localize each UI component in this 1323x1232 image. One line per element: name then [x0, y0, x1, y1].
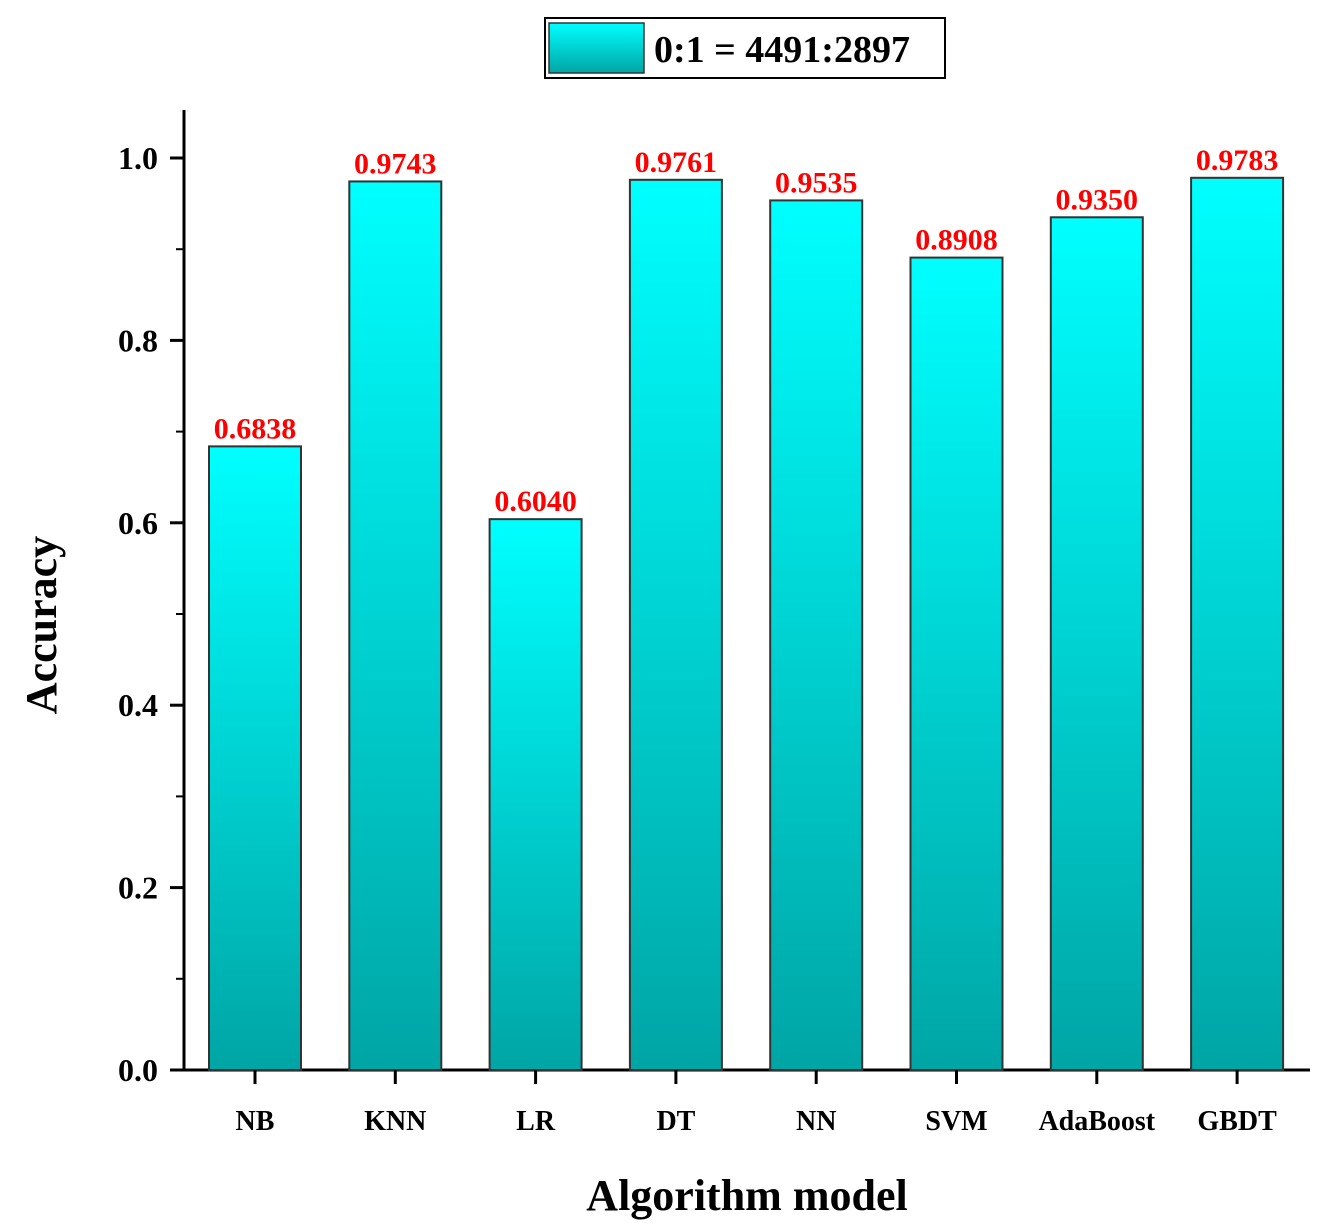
- bar-svm: [909, 256, 1004, 1071]
- y-tick-label: 0.8: [118, 322, 158, 358]
- bar-gbdt: [1190, 176, 1285, 1071]
- x-ticks: NB KNN LR DT NN SVM AdaBoost GBDT: [236, 1070, 1277, 1137]
- data-label-svm: 0.8908: [915, 224, 998, 257]
- data-label-lr: 0.6040: [494, 485, 577, 518]
- data-label-knn: 0.9743: [354, 147, 437, 180]
- y-tick-label: 0.0: [118, 1052, 158, 1088]
- legend: 0:1 = 4491:2897: [544, 17, 946, 79]
- y-axis-title: Accuracy: [17, 536, 66, 714]
- y-tick-label: 0.2: [118, 870, 158, 906]
- data-label-dt: 0.9761: [635, 146, 718, 179]
- legend-label: 0:1 = 4491:2897: [654, 29, 910, 71]
- y-tick-label: 1.0: [118, 140, 158, 176]
- x-tick-label-knn: KNN: [364, 1106, 426, 1137]
- data-label-gbdt: 0.9783: [1196, 144, 1279, 177]
- x-tick-label-nb: NB: [236, 1106, 275, 1137]
- data-label-adaboost: 0.9350: [1056, 183, 1139, 216]
- x-tick-label-lr: LR: [516, 1106, 556, 1137]
- x-tick-label-nn: NN: [796, 1106, 836, 1137]
- bars: 0.6838 0.9743 0.6040 0.9761 0.9535 0.8908 0.93…: [208, 144, 1285, 1071]
- bar-nb: [208, 445, 302, 1071]
- x-axis-title: Algorithm model: [586, 1171, 907, 1220]
- bar-knn: [348, 180, 443, 1071]
- bar-dt: [628, 178, 723, 1071]
- data-label-nb: 0.6838: [214, 412, 297, 445]
- y-tick-label: 0.4: [118, 687, 158, 723]
- bar-lr: [488, 518, 583, 1071]
- x-tick-label-svm: SVM: [925, 1106, 987, 1137]
- data-label-nn: 0.9535: [775, 166, 858, 199]
- bar-nn: [769, 199, 864, 1071]
- x-tick-label-dt: DT: [656, 1106, 695, 1137]
- y-ticks: 0.0 0.2 0.4 0.6 0.8 1.0: [118, 140, 184, 1088]
- x-tick-label-adaboost: AdaBoost: [1038, 1106, 1155, 1137]
- legend-swatch: [548, 22, 645, 74]
- bar-adaboost: [1049, 216, 1144, 1071]
- x-tick-label-gbdt: GBDT: [1197, 1106, 1277, 1137]
- y-tick-label: 0.6: [118, 505, 158, 541]
